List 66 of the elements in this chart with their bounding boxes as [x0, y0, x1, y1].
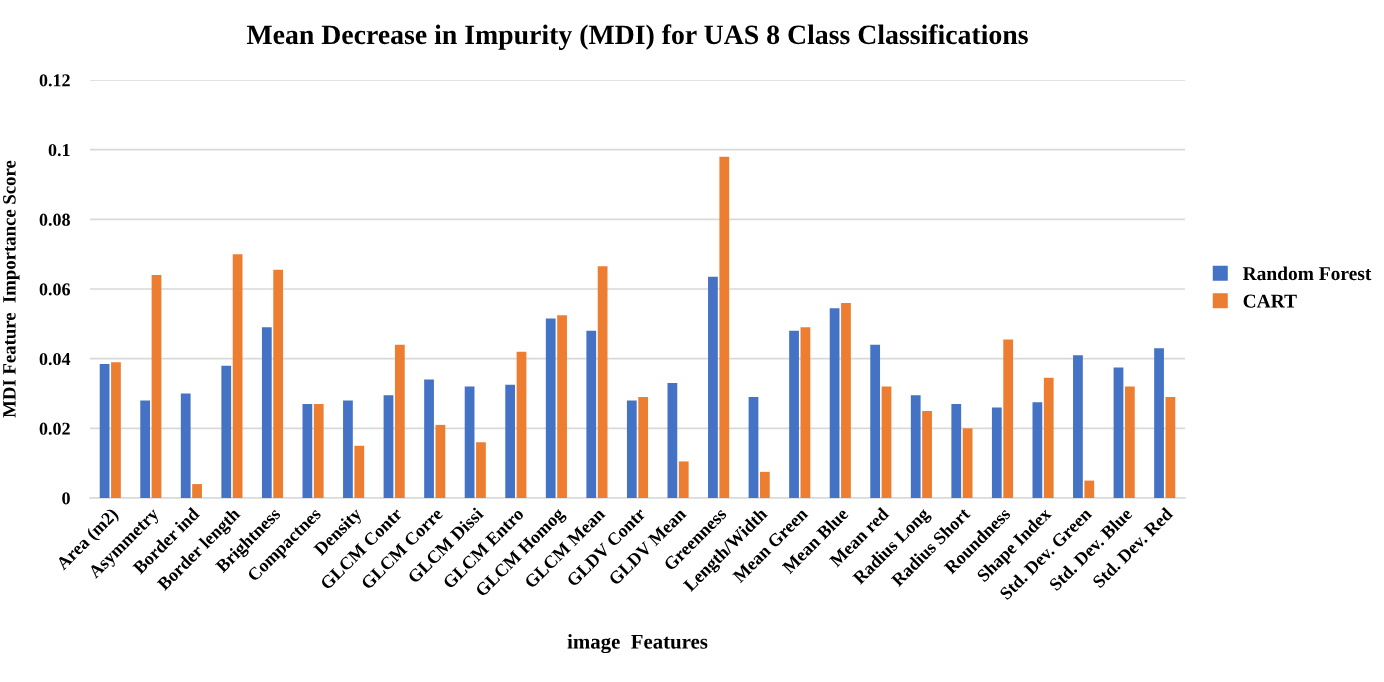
y-axis-title: MDI Feature Importance Score [3, 160, 20, 418]
bar [1124, 386, 1135, 498]
bar [424, 379, 434, 498]
y-tick-label: 0.04 [39, 352, 71, 366]
bar [302, 403, 313, 498]
bar [261, 327, 272, 498]
bar [1043, 377, 1054, 498]
bar [910, 395, 921, 498]
y-tick-label: 0.02 [39, 422, 70, 435]
y-tick-label: 0.12 [39, 74, 70, 87]
bar [1154, 348, 1164, 498]
bar [273, 269, 284, 498]
bar [841, 302, 851, 498]
bar [800, 327, 811, 498]
bar [667, 383, 678, 498]
bar [516, 351, 527, 498]
bar [962, 428, 973, 498]
bar [232, 254, 243, 498]
y-tick-label: 0.06 [39, 283, 71, 296]
bar [597, 266, 608, 498]
bar [951, 403, 962, 498]
bar [313, 403, 324, 498]
bar [1084, 480, 1095, 498]
bar [1113, 367, 1124, 498]
bar [435, 424, 446, 498]
y-tick-label: 0.08 [39, 213, 70, 226]
bar [394, 344, 405, 498]
bar [678, 461, 689, 498]
bar [1165, 396, 1176, 498]
bar [99, 363, 110, 498]
bar [748, 396, 759, 498]
bar [759, 471, 770, 498]
bar [829, 308, 840, 498]
bar [180, 393, 191, 498]
bar [192, 484, 202, 498]
bar [626, 400, 637, 498]
bar [221, 365, 232, 498]
bar [464, 386, 475, 498]
bar [1003, 339, 1014, 498]
bar [586, 330, 597, 498]
bar [991, 407, 1002, 498]
bar [354, 445, 365, 498]
bar [343, 400, 353, 498]
legend-label: CART [1243, 294, 1297, 308]
legend-label: Random Forest [1242, 266, 1372, 281]
bar [922, 410, 932, 498]
bar [708, 276, 718, 498]
bar [719, 156, 730, 498]
bar [557, 315, 567, 498]
bar [151, 275, 162, 498]
bar [111, 362, 121, 498]
bar [881, 386, 892, 498]
chart-title: Mean Decrease in Impurity (MDI) for UAS 8 Class Classifications [246, 24, 1028, 50]
bar [476, 442, 486, 498]
bar [505, 384, 516, 498]
x-axis-title: image Features [567, 634, 708, 654]
bar [638, 396, 649, 498]
bar [789, 330, 799, 498]
bar [383, 395, 394, 498]
bar [140, 400, 151, 498]
bar [1073, 355, 1083, 498]
bar [870, 344, 881, 498]
y-tick-label: 0.1 [48, 143, 70, 157]
y-tick-label: 0 [62, 492, 70, 505]
bar [1032, 402, 1043, 498]
bar [545, 318, 556, 498]
